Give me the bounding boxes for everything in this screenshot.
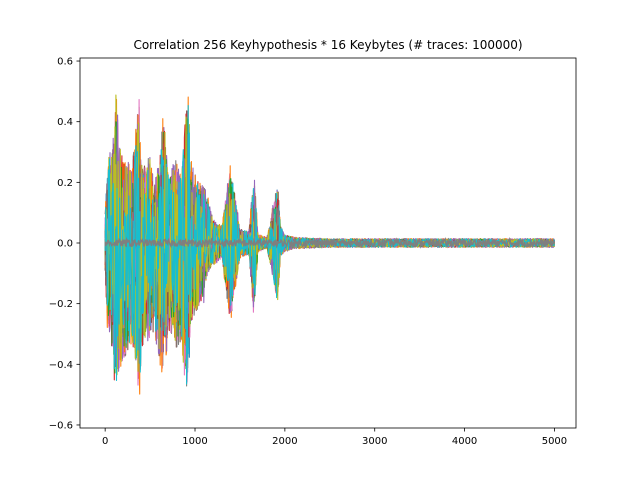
y-tick-label: 0.0 (57, 239, 73, 250)
x-tick-label: 0 (102, 436, 108, 447)
x-tick-label: 2000 (272, 436, 297, 447)
chart-title: Correlation 256 Keyhypothesis * 16 Keyby… (133, 38, 522, 52)
y-tick-label: −0.6 (49, 420, 73, 431)
y-axis: −0.6 −0.4 −0.2 0.0 0.2 0.4 0.6 (49, 57, 80, 431)
plot-area (104, 94, 555, 395)
y-tick-label: 0.6 (57, 57, 73, 68)
x-axis: 0 1000 2000 3000 4000 5000 (102, 428, 567, 447)
x-tick-label: 4000 (452, 436, 477, 447)
y-tick-label: 0.4 (57, 117, 73, 128)
y-tick-label: −0.2 (49, 299, 73, 310)
y-tick-label: −0.4 (49, 360, 73, 371)
y-tick-label: 0.2 (57, 178, 73, 189)
x-tick-label: 3000 (362, 436, 387, 447)
x-tick-label: 1000 (182, 436, 207, 447)
trace-line (104, 236, 555, 250)
plot-frame (79, 57, 577, 429)
x-tick-label: 5000 (542, 436, 567, 447)
